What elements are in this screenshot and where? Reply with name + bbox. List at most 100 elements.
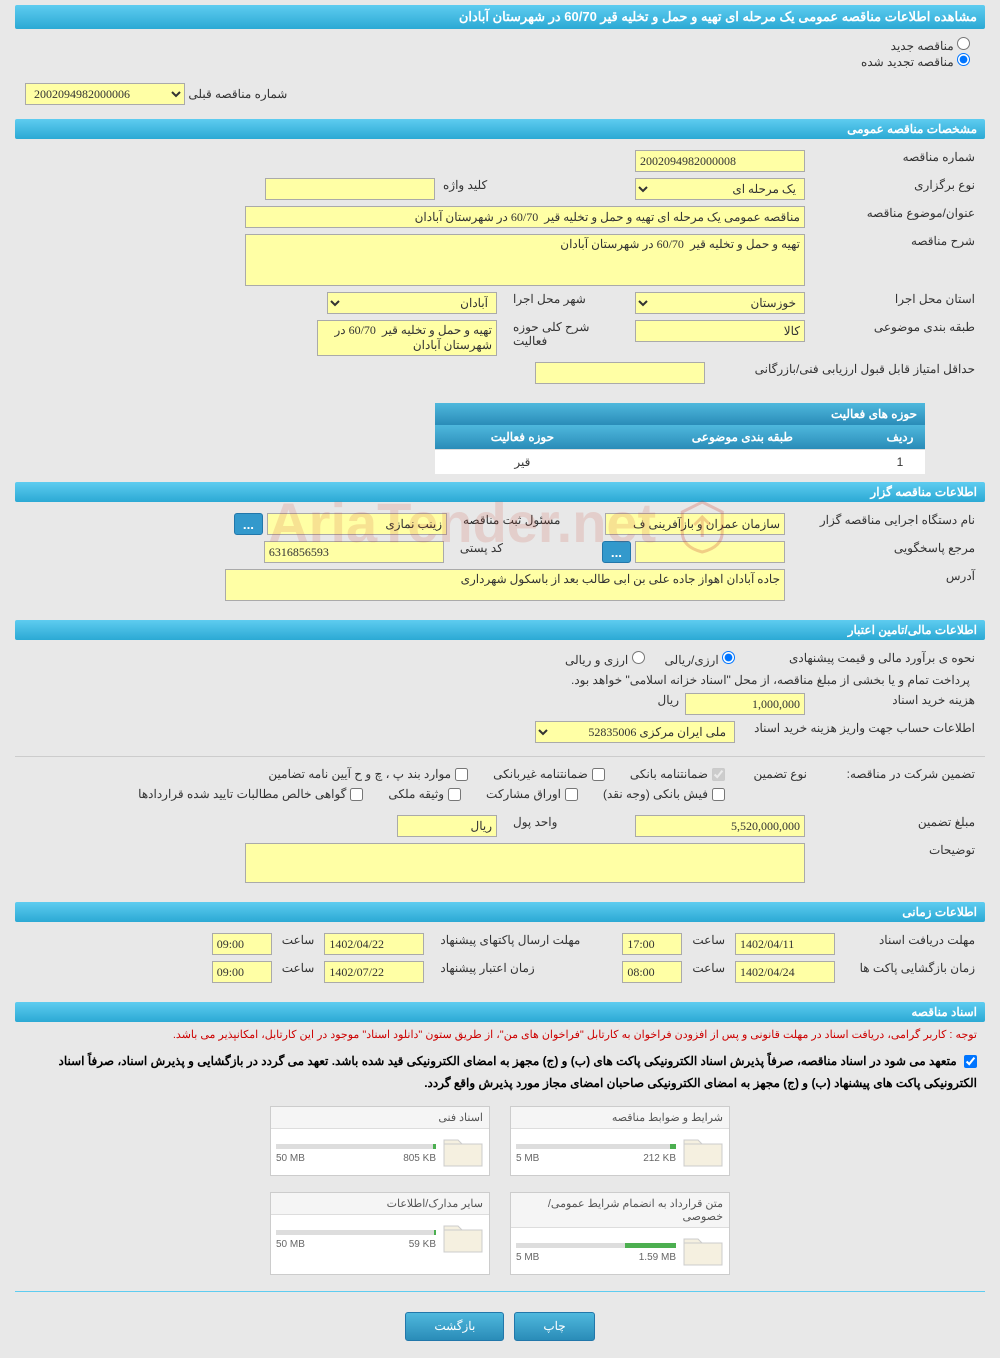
table-row: 1 قیر bbox=[435, 450, 925, 475]
page-title: مشاهده اطلاعات مناقصه عمومی یک مرحله ای … bbox=[15, 5, 985, 29]
guarantee-label: تضمین شرکت در مناقصه: bbox=[815, 767, 985, 781]
receive-date[interactable] bbox=[735, 933, 835, 955]
send-date[interactable] bbox=[324, 933, 424, 955]
section-timing: اطلاعات زمانی bbox=[15, 902, 985, 922]
deposit-acc-select[interactable]: ملی ایران مرکزی 52835006 bbox=[535, 721, 735, 743]
category-field[interactable] bbox=[635, 320, 805, 342]
col-row: ردیف bbox=[875, 425, 925, 450]
tender-no-label: شماره مناقصه bbox=[805, 150, 985, 164]
guarantee-amount-field[interactable] bbox=[635, 815, 805, 837]
hour-label-2: ساعت bbox=[272, 933, 325, 947]
file-card[interactable]: اسناد فنی 50 MB805 KB bbox=[270, 1106, 490, 1176]
file-card[interactable]: متن قرارداد به انضمام شرایط عمومی/خصوصی … bbox=[510, 1192, 730, 1275]
cb-property-pledge[interactable]: وثیقه ملکی bbox=[388, 787, 461, 801]
cb-participation-bonds[interactable]: اوراق مشارکت bbox=[486, 787, 578, 801]
city-label: شهر محل اجرا bbox=[505, 292, 635, 306]
hour-label-1: ساعت bbox=[682, 933, 735, 947]
section-general: مشخصات مناقصه عمومی bbox=[15, 119, 985, 139]
validity-time[interactable] bbox=[212, 961, 272, 983]
hour-label-3: ساعت bbox=[682, 961, 735, 975]
keyword-label: کلید واژه bbox=[435, 178, 635, 192]
unit-field[interactable] bbox=[397, 815, 497, 837]
deposit-acc-label: اطلاعات حساب جهت واریز هزینه خرید اسناد bbox=[735, 721, 985, 735]
docs-warning: توجه : کاربر گرامی، دریافت اسناد در مهلت… bbox=[15, 1022, 985, 1047]
section-financial: اطلاعات مالی/تامین اعتبار bbox=[15, 620, 985, 640]
type-label: نوع برگزاری bbox=[805, 178, 985, 192]
estimate-label: نحوه ی برآورد مالی و قیمت پیشنهادی bbox=[735, 651, 985, 665]
back-button[interactable]: بازگشت bbox=[405, 1312, 504, 1341]
category-label: طبقه بندی موضوعی bbox=[805, 320, 985, 334]
hour-label-4: ساعت bbox=[272, 961, 325, 975]
folder-icon bbox=[442, 1220, 484, 1256]
address-label: آدرس bbox=[785, 569, 985, 583]
prev-tender-select[interactable]: 2002094982000006 bbox=[25, 83, 185, 105]
guarantee-amount-label: مبلغ تضمین bbox=[805, 815, 985, 829]
postal-label: کد پستی bbox=[452, 541, 602, 555]
min-score-field[interactable] bbox=[535, 362, 705, 384]
notes-field[interactable] bbox=[245, 843, 805, 883]
tender-no-field[interactable] bbox=[635, 150, 805, 172]
scope-label: شرح کلی حوزه فعالیت bbox=[505, 320, 635, 348]
type-select[interactable]: یک مرحله ای bbox=[635, 178, 805, 200]
tender-renewed-label: مناقصه تجدید شده bbox=[861, 55, 954, 69]
activity-table: ردیف طبقه بندی موضوعی حوزه فعالیت 1 قیر bbox=[435, 425, 925, 474]
unit-label: واحد پول bbox=[505, 815, 635, 829]
org-label: نام دستگاه اجرایی مناقصه گزار bbox=[785, 513, 985, 527]
desc-field[interactable]: تهیه و حمل و تخلیه قیر 60/70 در شهرستان … bbox=[245, 234, 805, 286]
answer-ref-field[interactable] bbox=[635, 541, 785, 563]
commitment-checkbox[interactable] bbox=[964, 1055, 977, 1068]
keyword-field[interactable] bbox=[265, 178, 435, 200]
est-radio2[interactable]: ارزی و ریالی bbox=[565, 651, 645, 667]
cb-bank-receipt[interactable]: فیش بانکی (وجه نقد) bbox=[603, 787, 725, 801]
docs-commitment: متعهد می شود در اسناد مناقصه، صرفاً پذیر… bbox=[15, 1047, 985, 1098]
validity-label: زمان اعتبار پیشنهاد bbox=[432, 961, 622, 975]
subject-field[interactable] bbox=[245, 206, 805, 228]
validity-date[interactable] bbox=[324, 961, 424, 983]
cb-nonbank-guarantee[interactable]: ضمانتنامه غیربانکی bbox=[493, 767, 605, 781]
notes-label: توضیحات bbox=[805, 843, 985, 857]
section-holder: اطلاعات مناقصه گزار bbox=[15, 482, 985, 502]
rial-unit: ریال bbox=[651, 693, 685, 707]
purchase-cost-field[interactable] bbox=[685, 693, 805, 715]
address-field[interactable]: جاده آبادان اهواز جاده علی بن ابی طالب ب… bbox=[225, 569, 785, 601]
officer-lookup-button[interactable]: ... bbox=[234, 513, 263, 535]
desc-label: شرح مناقصه bbox=[805, 234, 985, 248]
postal-field[interactable] bbox=[264, 541, 444, 563]
open-label: زمان بازگشایی پاکت ها bbox=[835, 961, 985, 975]
send-time[interactable] bbox=[212, 933, 272, 955]
prev-tender-label: شماره مناقصه قبلی bbox=[188, 87, 287, 101]
activity-table-title: حوزه های فعالیت bbox=[435, 403, 925, 425]
col-category: طبقه بندی موضوعی bbox=[610, 425, 875, 450]
col-scope: حوزه فعالیت bbox=[435, 425, 610, 450]
file-title: سایر مدارک/اطلاعات bbox=[271, 1193, 489, 1215]
file-card[interactable]: سایر مدارک/اطلاعات 50 MB59 KB bbox=[270, 1192, 490, 1275]
tender-new-label: مناقصه جدید bbox=[891, 39, 954, 53]
section-docs: اسناد مناقصه bbox=[15, 1002, 985, 1022]
print-button[interactable]: چاپ bbox=[514, 1312, 594, 1341]
org-field[interactable] bbox=[605, 513, 785, 535]
tender-renewed-option[interactable]: مناقصه تجدید شده bbox=[861, 55, 970, 69]
subject-label: عنوان/موضوع مناقصه bbox=[805, 206, 985, 220]
file-card[interactable]: شرایط و ضوابط مناقصه 5 MB212 KB bbox=[510, 1106, 730, 1176]
answer-ref-lookup-button[interactable]: ... bbox=[602, 541, 631, 563]
guarantee-type-label: نوع تضمین bbox=[735, 767, 815, 781]
folder-icon bbox=[682, 1233, 724, 1269]
cb-bank-guarantee[interactable]: ضمانتنامه بانکی bbox=[630, 767, 725, 781]
min-score-label: حداقل امتیاز قابل قبول ارزیابی فنی/بازرگ… bbox=[705, 362, 985, 376]
tender-new-option[interactable]: مناقصه جدید bbox=[891, 39, 970, 53]
file-title: متن قرارداد به انضمام شرایط عمومی/خصوصی bbox=[511, 1193, 729, 1228]
treasury-note: پرداخت تمام و یا بخشی از مبلغ مناقصه، از… bbox=[556, 673, 985, 687]
open-time[interactable] bbox=[622, 961, 682, 983]
est-radio1[interactable]: ارزی/ریالی bbox=[665, 651, 735, 667]
cb-appendix-cases[interactable]: موارد بند پ ، چ و ح آیین نامه تضامین bbox=[268, 767, 468, 781]
receive-time[interactable] bbox=[622, 933, 682, 955]
province-select[interactable]: خوزستان bbox=[635, 292, 805, 314]
answer-ref-label: مرجع پاسخگویی bbox=[785, 541, 985, 555]
open-date[interactable] bbox=[735, 961, 835, 983]
city-select[interactable]: آبادان bbox=[327, 292, 497, 314]
folder-icon bbox=[442, 1134, 484, 1170]
cb-net-claims-cert[interactable]: گواهی خالص مطالبات تایید شده قراردادها bbox=[138, 787, 363, 801]
scope-field[interactable]: تهیه و حمل و تخلیه قیر 60/70 در شهرستان … bbox=[317, 320, 497, 356]
send-deadline-label: مهلت ارسال پاکتهای پیشنهاد bbox=[432, 933, 622, 947]
reg-officer-field[interactable] bbox=[267, 513, 447, 535]
